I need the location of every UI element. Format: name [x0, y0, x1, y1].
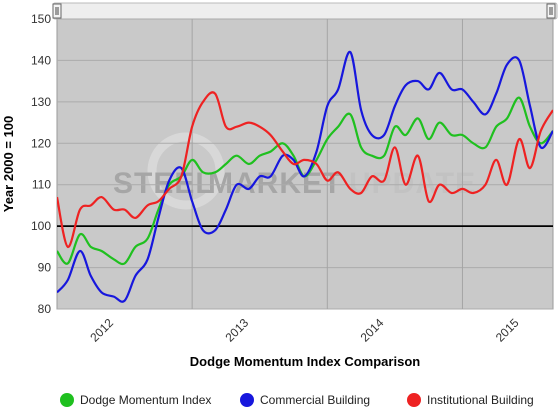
y-tick-label: 100	[31, 219, 51, 233]
watermark-text-market: MARKET	[208, 167, 342, 200]
legend-label-dodge-momentum-index: Dodge Momentum Index	[80, 393, 211, 407]
plot-area	[56, 18, 554, 310]
x-tick-label: 2012	[87, 316, 116, 345]
range-selector-track[interactable]	[52, 2, 558, 20]
range-handle-right[interactable]	[546, 3, 556, 19]
y-tick-label: 110	[32, 178, 51, 192]
x-tick-label: 2015	[493, 316, 522, 345]
range-handle-left[interactable]	[52, 3, 62, 19]
legend-marker-dodge-momentum-index	[60, 393, 74, 407]
series-line-institutional-building	[57, 91, 553, 249]
watermark-logo-ring	[147, 132, 225, 210]
legend-label-commercial-building: Commercial Building	[260, 393, 370, 407]
y-tick-label: 130	[31, 95, 51, 109]
legend-item-institutional-building[interactable]: Institutional Building	[407, 393, 534, 407]
y-tick-label: 120	[31, 136, 51, 150]
x-tick-label: 2013	[223, 316, 252, 345]
y-axis-title: Year 2000 = 100	[1, 116, 16, 213]
legend-marker-commercial-building	[240, 393, 254, 407]
x-axis: 2012 2013 2014 2015	[87, 316, 521, 345]
legend-marker-institutional-building	[407, 393, 421, 407]
series-line-commercial-building	[57, 50, 553, 303]
legend-item-dodge-momentum-index[interactable]: Dodge Momentum Index	[60, 393, 211, 407]
legend-label-institutional-building: Institutional Building	[427, 393, 534, 407]
series-lines	[57, 50, 553, 303]
y-tick-label: 150	[31, 12, 51, 26]
y-axis: 80 90 100 110 120 130 140 150	[31, 12, 51, 316]
y-tick-label: 90	[38, 261, 52, 275]
legend: Dodge Momentum Index Commercial Building I…	[60, 393, 534, 407]
legend-item-commercial-building[interactable]: Commercial Building	[240, 393, 370, 407]
x-tick-label: 2014	[358, 316, 387, 345]
y-tick-label: 80	[38, 302, 52, 316]
range-selector[interactable]	[52, 2, 558, 20]
x-axis-title: Dodge Momentum Index Comparison	[190, 354, 420, 369]
y-tick-label: 140	[31, 53, 51, 67]
